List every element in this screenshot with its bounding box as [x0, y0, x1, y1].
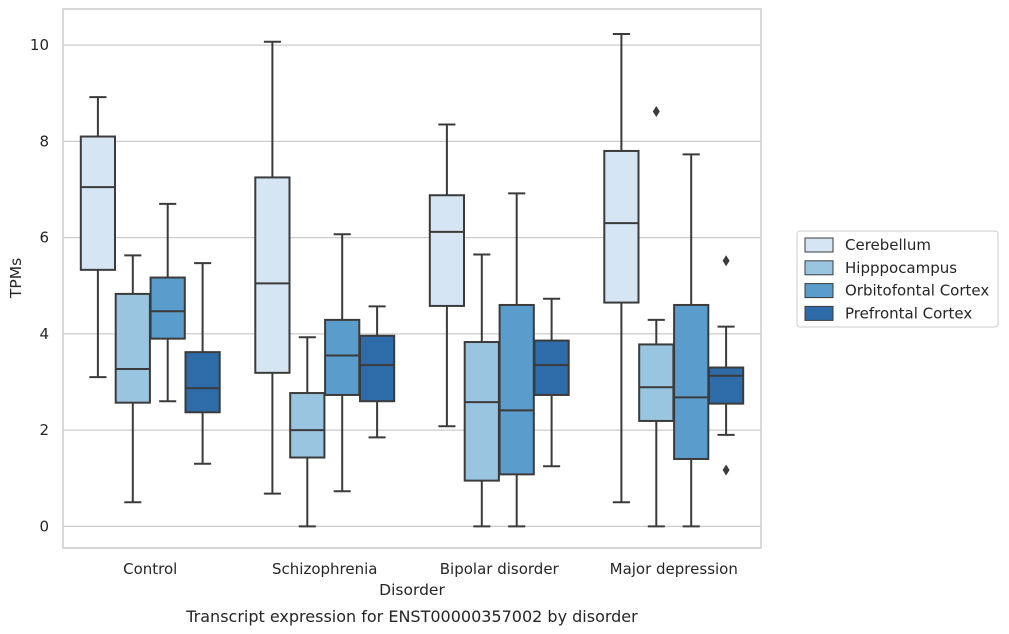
legend-label: Orbitofontal Cortex — [845, 282, 989, 300]
box-iqr — [358, 334, 396, 403]
legend-frame — [796, 230, 999, 328]
box-group — [603, 33, 640, 504]
box-iqr — [673, 303, 710, 460]
box-group — [533, 297, 570, 468]
x-tick-label: Schizophrenia — [272, 560, 377, 578]
legend-swatch — [804, 283, 834, 299]
box-group — [498, 192, 535, 528]
box-group — [184, 262, 221, 465]
outlier-point — [652, 106, 660, 118]
box-group — [358, 305, 396, 439]
x-tick-label: Control — [123, 560, 177, 578]
x-axis-ticks: Control Schizophrenia Bipolar disorder Majo… — [123, 560, 738, 578]
y-tick-label: 6 — [39, 229, 49, 247]
outlier-point — [722, 255, 730, 267]
box-group — [79, 96, 117, 379]
box-iqr — [533, 339, 570, 396]
outlier-point — [722, 464, 730, 476]
box-iqr — [149, 276, 186, 340]
y-tick-label: 4 — [39, 325, 49, 343]
legend: Cerebellum Hipppocampus Orbitofontal Corte… — [796, 230, 999, 328]
legend-swatch — [804, 305, 834, 321]
x-tick-label: Bipolar disorder — [440, 560, 560, 578]
boxes — [79, 33, 745, 528]
legend-entries: Cerebellum Hipppocampus Orbitofontal Corte… — [804, 236, 989, 322]
box-group — [638, 106, 675, 528]
y-tick-label: 10 — [30, 36, 49, 54]
chart-caption: Transcript expression for ENST0000035700… — [185, 607, 638, 626]
box-iqr — [428, 194, 466, 307]
plot-frame — [62, 8, 762, 549]
box-iqr — [603, 149, 640, 304]
box-group — [707, 255, 745, 476]
box-group — [254, 40, 291, 495]
y-axis-title: TPMs — [7, 258, 25, 299]
x-axis-title: Disorder — [379, 581, 445, 599]
box-iqr — [114, 292, 151, 404]
box-group — [114, 254, 151, 504]
box-group — [463, 253, 500, 528]
box-iqr — [289, 392, 326, 459]
box-iqr — [79, 135, 117, 271]
box-iqr — [638, 343, 675, 422]
legend-label: Prefrontal Cortex — [845, 304, 972, 322]
x-tick-label: Major depression — [610, 560, 738, 578]
legend-swatch — [804, 237, 834, 253]
y-axis-ticks: 0 2 4 6 8 10 — [30, 36, 49, 535]
box-group — [428, 123, 466, 428]
y-tick-label: 0 — [39, 517, 49, 535]
legend-swatch — [804, 260, 834, 276]
box-iqr — [254, 176, 291, 374]
box-group — [673, 153, 710, 528]
box-iqr — [184, 351, 221, 414]
box-iqr — [498, 303, 535, 476]
box-group — [149, 202, 186, 403]
box-group — [324, 233, 361, 493]
box-iqr — [324, 318, 361, 396]
legend-label: Cerebellum — [845, 236, 931, 254]
y-tick-label: 8 — [39, 132, 49, 150]
box-group — [289, 336, 326, 528]
y-tick-label: 2 — [39, 421, 49, 439]
box-iqr — [463, 341, 500, 482]
legend-label: Hipppocampus — [845, 259, 957, 277]
box-iqr — [707, 366, 745, 405]
